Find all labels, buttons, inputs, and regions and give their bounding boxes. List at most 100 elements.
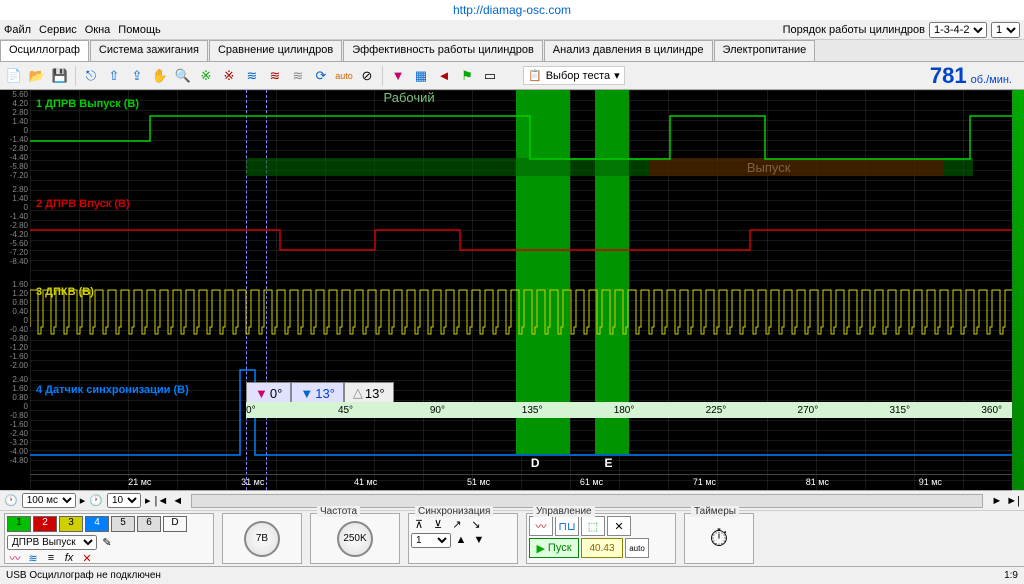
fx-icon[interactable]: fx xyxy=(61,550,77,566)
tool-icon[interactable]: ≋ xyxy=(265,66,285,86)
cylinder-stepper[interactable]: 1 xyxy=(991,22,1020,38)
mode-btn[interactable]: ⬚ xyxy=(581,516,605,536)
menu-service[interactable]: Сервис xyxy=(39,24,77,36)
timebase-select[interactable]: 100 мс xyxy=(22,493,76,508)
rpm-value: 781 xyxy=(930,63,967,89)
play-button[interactable]: ▶Пуск xyxy=(529,538,579,558)
wave-icon[interactable]: ≡ xyxy=(43,550,59,566)
save-icon[interactable]: 💾 xyxy=(50,66,70,86)
auto-btn[interactable]: auto xyxy=(625,538,649,558)
channel-btn-4[interactable]: 4 xyxy=(85,516,109,532)
wave-icon[interactable]: ≋ xyxy=(25,550,41,566)
tool-icon[interactable]: ⎋ xyxy=(81,66,101,86)
status-bar: USB Осциллограф не подключен 1:9 xyxy=(0,566,1024,584)
mode-btn[interactable]: ✕ xyxy=(607,516,631,536)
rpm-display: 781 об./мин. xyxy=(930,63,1020,89)
scroll-start-icon[interactable]: |◄ xyxy=(154,495,168,507)
division-select[interactable]: 10 xyxy=(107,493,141,508)
channel-btn-5[interactable]: 5 xyxy=(111,516,135,532)
frequency-panel: Частота 250K xyxy=(310,513,400,564)
wave-icon[interactable]: 〰 xyxy=(7,550,23,566)
grid-icon[interactable]: ▦ xyxy=(411,66,431,86)
timer-icon[interactable]: ⏱ xyxy=(710,525,729,553)
auto-icon[interactable]: auto xyxy=(334,66,354,86)
tool-icon[interactable]: ⇪ xyxy=(127,66,147,86)
menu-bar: Файл Сервис Окна Помощь Порядок работы ц… xyxy=(0,20,1024,40)
separator xyxy=(382,66,383,86)
tool-icon[interactable]: ⟳ xyxy=(311,66,331,86)
channel-btn-2[interactable]: 2 xyxy=(33,516,57,532)
close-icon[interactable]: ✕ xyxy=(79,550,95,566)
angle-badge-3: △13° xyxy=(344,382,394,404)
scroll-end-icon[interactable]: ►| xyxy=(1006,495,1020,507)
clock-icon: 🕐 xyxy=(89,494,103,507)
tool-icon[interactable]: ※ xyxy=(219,66,239,86)
edit-icon[interactable]: ✎ xyxy=(99,534,115,550)
new-icon[interactable]: 📄 xyxy=(4,66,24,86)
sync-up-icon[interactable]: ▲ xyxy=(453,532,469,548)
tool-icon[interactable]: ⊘ xyxy=(357,66,377,86)
angle-badge-1: ▼0° xyxy=(246,382,291,404)
tool-icon[interactable]: ◄ xyxy=(434,66,454,86)
tool-icon[interactable]: ▭ xyxy=(480,66,500,86)
sync-channel-select[interactable]: 1 xyxy=(411,533,451,548)
right-indicator-bar xyxy=(1012,90,1024,490)
sync-mode-icon[interactable]: ↗ xyxy=(449,516,465,532)
timer-title: Таймеры xyxy=(691,506,739,517)
channel-3-label: 3 ДПКВ (В) xyxy=(36,286,94,298)
voltage-panel: 7B xyxy=(222,513,302,564)
cursor-icon[interactable]: ▼ xyxy=(388,66,408,86)
sync-mode-icon[interactable]: ⊻ xyxy=(430,516,446,532)
channel-btn-d[interactable]: D xyxy=(163,516,187,532)
tool-icon[interactable]: ※ xyxy=(196,66,216,86)
doc-icon: 📋 xyxy=(528,69,542,82)
scroll-left-icon[interactable]: ◄ xyxy=(172,495,183,507)
separator xyxy=(75,66,76,86)
channel-btn-3[interactable]: 3 xyxy=(59,516,83,532)
tab-pressure[interactable]: Анализ давления в цилиндре xyxy=(544,40,713,61)
sync-mode-icon[interactable]: ↘ xyxy=(468,516,484,532)
mode-btn[interactable]: ⊓⊔ xyxy=(555,516,579,536)
tool-icon[interactable]: ≋ xyxy=(242,66,262,86)
tab-ignition[interactable]: Система зажигания xyxy=(90,40,208,61)
channel-btn-1[interactable]: 1 xyxy=(7,516,31,532)
sync-mode-icon[interactable]: ⊼ xyxy=(411,516,427,532)
ctrl-title: Управление xyxy=(533,506,595,517)
tool-icon[interactable]: ⇧ xyxy=(104,66,124,86)
flag-icon[interactable]: ⚑ xyxy=(457,66,477,86)
plot-area[interactable]: Рабочий Выпуск 1 ДПРВ Выпуск (В) 2 ДПРВ … xyxy=(30,90,1012,490)
header-url[interactable]: http://diamag-osc.com xyxy=(453,3,571,17)
degree-scale: 0°45°90°135°180°225°270°315°360° xyxy=(246,402,1012,418)
voltage-dial[interactable]: 7B xyxy=(244,521,280,557)
menu-windows[interactable]: Окна xyxy=(85,24,111,36)
firing-order-select[interactable]: 1-3-4-2 xyxy=(929,22,987,38)
zoom-icon[interactable]: 🔍 xyxy=(173,66,193,86)
frequency-dial[interactable]: 250K xyxy=(337,521,373,557)
test-selector[interactable]: 📋 Выбор теста ▾ xyxy=(523,66,625,85)
waveform-ch2 xyxy=(30,195,1012,275)
channel-btn-6[interactable]: 6 xyxy=(137,516,161,532)
tool-icon[interactable]: ≋ xyxy=(288,66,308,86)
hand-icon[interactable]: ✋ xyxy=(150,66,170,86)
stepper-icon[interactable]: ▸ xyxy=(145,494,151,507)
scroll-right-icon[interactable]: ► xyxy=(991,495,1002,507)
open-icon[interactable]: 📂 xyxy=(27,66,47,86)
firing-order-label: Порядок работы цилиндров xyxy=(783,24,925,36)
tab-power[interactable]: Электропитание xyxy=(714,40,816,61)
mode-btn[interactable]: 〰 xyxy=(529,516,553,536)
tab-efficiency[interactable]: Эффективность работы цилиндров xyxy=(343,40,543,61)
stepper-icon[interactable]: ▸ xyxy=(80,494,86,507)
menu-file[interactable]: Файл xyxy=(4,24,31,36)
clock-icon: 🕐 xyxy=(4,494,18,507)
sync-down-icon[interactable]: ▼ xyxy=(471,532,487,548)
channel-name-select[interactable]: ДПРВ Выпуск xyxy=(7,535,97,550)
waveform-ch3 xyxy=(30,282,1012,342)
angle-badge-2: ▼13° xyxy=(291,382,344,404)
tab-compare[interactable]: Сравнение цилиндров xyxy=(209,40,342,61)
channel-panel: 1 2 3 4 5 6 D ДПРВ Выпуск ✎ 〰 ≋ ≡ fx ✕ xyxy=(4,513,214,564)
menu-help[interactable]: Помощь xyxy=(118,24,161,36)
title-bar: http://diamag-osc.com xyxy=(0,0,1024,20)
tab-oscillograph[interactable]: Осциллограф xyxy=(0,40,89,61)
time-counter: 40.43 xyxy=(581,538,623,558)
status-ratio: 1:9 xyxy=(1004,570,1018,581)
